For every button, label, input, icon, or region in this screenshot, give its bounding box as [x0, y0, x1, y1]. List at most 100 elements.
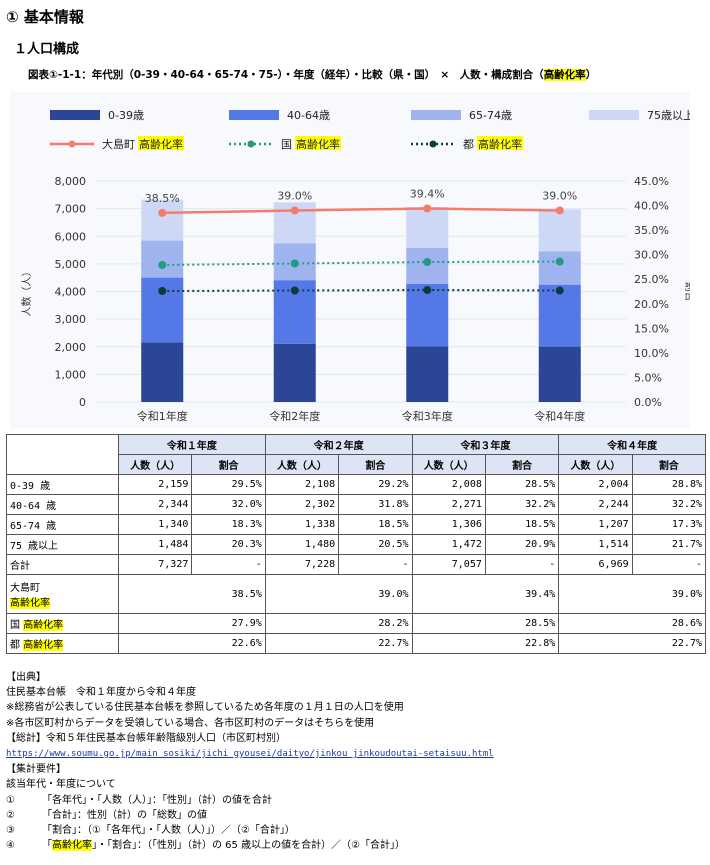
x-tick-label: 令和4年度	[534, 409, 585, 423]
y2-tick-label: 30.0%	[634, 249, 669, 262]
table-cell: 20.3%	[191, 534, 266, 555]
line-point	[158, 287, 167, 296]
rate-label-prefix: 大島町	[10, 583, 40, 594]
y2-tick-label: 10.0%	[634, 347, 669, 360]
x-tick-label: 令和3年度	[402, 409, 453, 423]
table-ratio-header: 割合	[631, 454, 707, 475]
source-line: 住民基本台帳 令和１年度から令和４年度	[6, 687, 196, 699]
data-label: 38.5%	[145, 192, 180, 205]
table-cell: 18.5%	[484, 514, 560, 535]
table-count-header: 人数（人）	[264, 454, 340, 475]
y2-tick-label: 45.0%	[634, 175, 669, 188]
y2-tick-label: 15.0%	[634, 322, 669, 335]
table-cell: -	[191, 554, 266, 575]
table-cell: 2,108	[264, 474, 340, 495]
table-year-header: 令和３年度	[411, 434, 560, 455]
table-rate-cell: 39.0%	[264, 574, 413, 614]
line-series	[162, 260, 560, 266]
legend-highlight	[295, 136, 341, 150]
source-line: ※各市区町村からデータを受領している場合、各市区町村のデータはそちらを使用	[6, 717, 375, 729]
table-ratio-header: 割合	[484, 454, 560, 475]
table-cell: 29.2%	[338, 474, 413, 495]
legend-label-prefix: 都	[463, 138, 474, 151]
source-heading: 【出典】	[6, 672, 46, 683]
table-rate-cell: 39.4%	[411, 574, 560, 614]
table-cell: 31.8%	[338, 494, 413, 515]
table-count-header: 人数（人）	[558, 454, 633, 475]
requirements-intro: 該当年代・年度について	[6, 779, 116, 791]
y2-axis-label: 割合	[683, 282, 690, 302]
table-rate-cell: 28.2%	[264, 613, 413, 634]
population-table: 令和１年度 令和２年度 令和３年度 令和４年度 人数（人） 割合 人数（人） 割…	[6, 434, 707, 654]
requirement-number: ①	[6, 794, 15, 806]
table-cell: 1,484	[117, 534, 193, 555]
table-rate-cell: 22.7%	[264, 633, 413, 654]
line-point	[290, 206, 299, 215]
line-point	[555, 206, 564, 215]
legend-label: 40-64歳	[287, 109, 330, 122]
rate-label-highlight: 高齢化率	[23, 620, 64, 631]
table-cell: -	[631, 554, 707, 575]
table-ratio-header: 割合	[191, 454, 266, 475]
table-rate-cell: 39.0%	[558, 574, 706, 614]
line-point	[423, 204, 432, 213]
figure-caption: 図表①-1-1：年代別（0-39・40-64・65-74・75-）・年度（経年）…	[28, 67, 596, 82]
legend-swatch	[50, 110, 100, 120]
table-cell: 20.5%	[338, 534, 413, 555]
y-tick-label: 2,000	[55, 341, 87, 354]
table-ratio-header: 割合	[338, 454, 413, 475]
rate-label-highlight: 高齢化率	[10, 598, 50, 609]
legend-label-prefix: 大島町	[102, 137, 135, 151]
source-line: ※総務省が公表している住民基本台帳を参照しているため各年度の１月１日の人口を使用	[6, 702, 404, 714]
y-tick-label: 7,000	[55, 203, 87, 216]
requirement-item: ① 「各年代」・「人数（人）」：「性別」（計）の値を合計	[6, 793, 494, 808]
source-url-link[interactable]: https://www.soumu.go.jp/main_sosiki/jich…	[6, 749, 494, 760]
y-axis-label: 人数（人）	[20, 267, 33, 317]
requirement-item: ③ 「割合」：（①「各年代」・「人数（人）」）／（②「合計」）	[6, 823, 494, 838]
table-cell: 2,344	[117, 494, 193, 515]
y-tick-label: 6,000	[55, 230, 87, 243]
table-rate-row: 国 高齢化率 27.9% 28.2% 28.5% 28.6%	[6, 613, 706, 634]
table-cell: 2,008	[411, 474, 486, 495]
table-cell: 32.0%	[191, 494, 266, 515]
table-rate-cell: 22.6%	[118, 633, 266, 654]
requirement-highlight: 高齢化率	[52, 840, 92, 852]
subsection-title: １人口構成	[14, 42, 80, 57]
table-cell: 7,327	[117, 554, 193, 575]
legend-label-highlight: 高齢化率	[139, 137, 183, 151]
table-cell: 1,207	[558, 514, 633, 535]
legend-label: 国	[281, 138, 292, 151]
legend-highlight	[477, 136, 523, 150]
y2-tick-label: 5.0%	[634, 371, 662, 384]
caption-highlight: 高齢化率	[543, 69, 586, 81]
line-series	[162, 207, 560, 215]
table-cell: 17.3%	[631, 514, 707, 535]
table-cell: 1,338	[264, 514, 340, 535]
table-row: 65-74 歳 1,340 18.3% 1,338 18.5% 1,306 18.5% 1,2…	[6, 514, 707, 535]
table-year-header: 令和１年度	[118, 434, 266, 455]
rate-label-prefix: 都	[10, 640, 24, 651]
requirement-number: ②	[6, 809, 15, 821]
table-row: 0-39 歳 2,159 29.5% 2,108 29.2% 2,008 28.5% 2,00…	[6, 474, 707, 495]
line-point	[423, 258, 432, 267]
table-year-header: 令和４年度	[558, 434, 706, 455]
legend-label: 大島町	[102, 137, 135, 151]
table-cell: 21.7%	[631, 534, 707, 555]
y-tick-label: 1,000	[55, 368, 87, 381]
notes-section: 【出典】 住民基本台帳 令和１年度から令和４年度 ※総務省が公表している住民基本…	[6, 670, 494, 853]
line-point	[555, 257, 564, 266]
table-rate-label: 国 高齢化率	[6, 613, 119, 634]
table-cell: 2,004	[558, 474, 633, 495]
legend-label: 都	[463, 138, 474, 151]
data-label: 39.0%	[277, 189, 312, 202]
bar-segment	[538, 284, 581, 347]
table-cell: 2,159	[117, 474, 193, 495]
table-row: 40-64 歳 2,344 32.0% 2,302 31.8% 2,271 32.2% 2,2…	[6, 494, 707, 515]
line-point	[158, 208, 167, 217]
table-count-header: 人数（人）	[117, 454, 193, 475]
table-cell: 1,514	[558, 534, 633, 555]
line-point	[423, 286, 432, 295]
legend-label-prefix: 国	[281, 138, 292, 151]
table-sub-header-row: 人数（人） 割合 人数（人） 割合 人数（人） 割合 人数（人） 割合	[7, 454, 707, 475]
y-tick-label: 3,000	[55, 313, 87, 326]
